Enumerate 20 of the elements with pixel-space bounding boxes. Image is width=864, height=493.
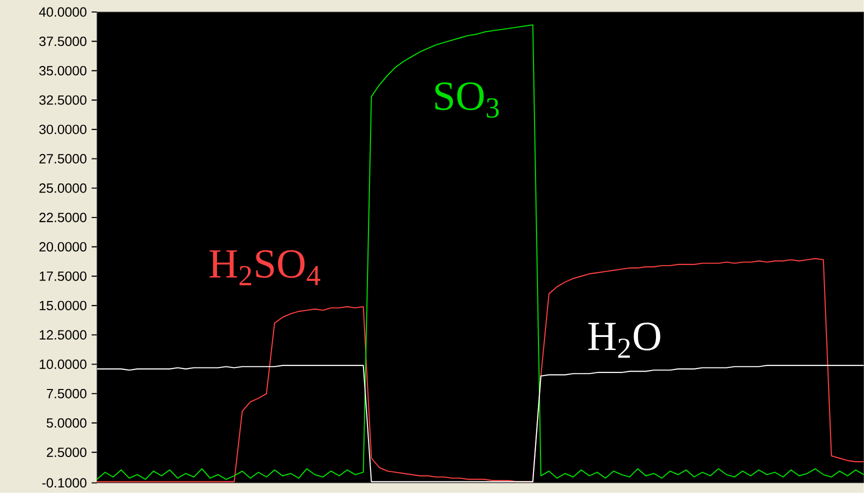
series-label: H$_{2}$SO$_{4}$: [210, 250, 320, 286]
y-tick-label: 12.5000: [40, 330, 86, 340]
series-label: H$_{2}$O: [588, 322, 660, 358]
y-tick-label: 30.0000: [39, 124, 86, 134]
y-tick-label: 20.0000: [39, 242, 86, 252]
y-tick-label: 5.0000: [46, 418, 86, 428]
y-tick-label: 22.5000: [39, 212, 86, 222]
y-tick-label: 37.5000: [39, 36, 86, 46]
y-tick-label: 35.0000: [39, 66, 86, 76]
y-tick-label: 10.0000: [40, 360, 86, 370]
y-tick-label: 40.0000: [39, 7, 86, 17]
series-label: SO$_{3}$: [435, 82, 499, 118]
y-tick-label: 27.5000: [39, 154, 86, 164]
y-tick-label: 25.0000: [39, 183, 86, 193]
y-tick-label: 7.5000: [46, 388, 86, 398]
y-tick-label: -0.1000: [42, 478, 86, 488]
y-tick-label: 2.5000: [46, 448, 86, 458]
y-tick-label: 15.0000: [40, 300, 86, 310]
y-tick-label: 32.5000: [39, 95, 86, 105]
y-tick-label: 17.5000: [40, 272, 86, 281]
